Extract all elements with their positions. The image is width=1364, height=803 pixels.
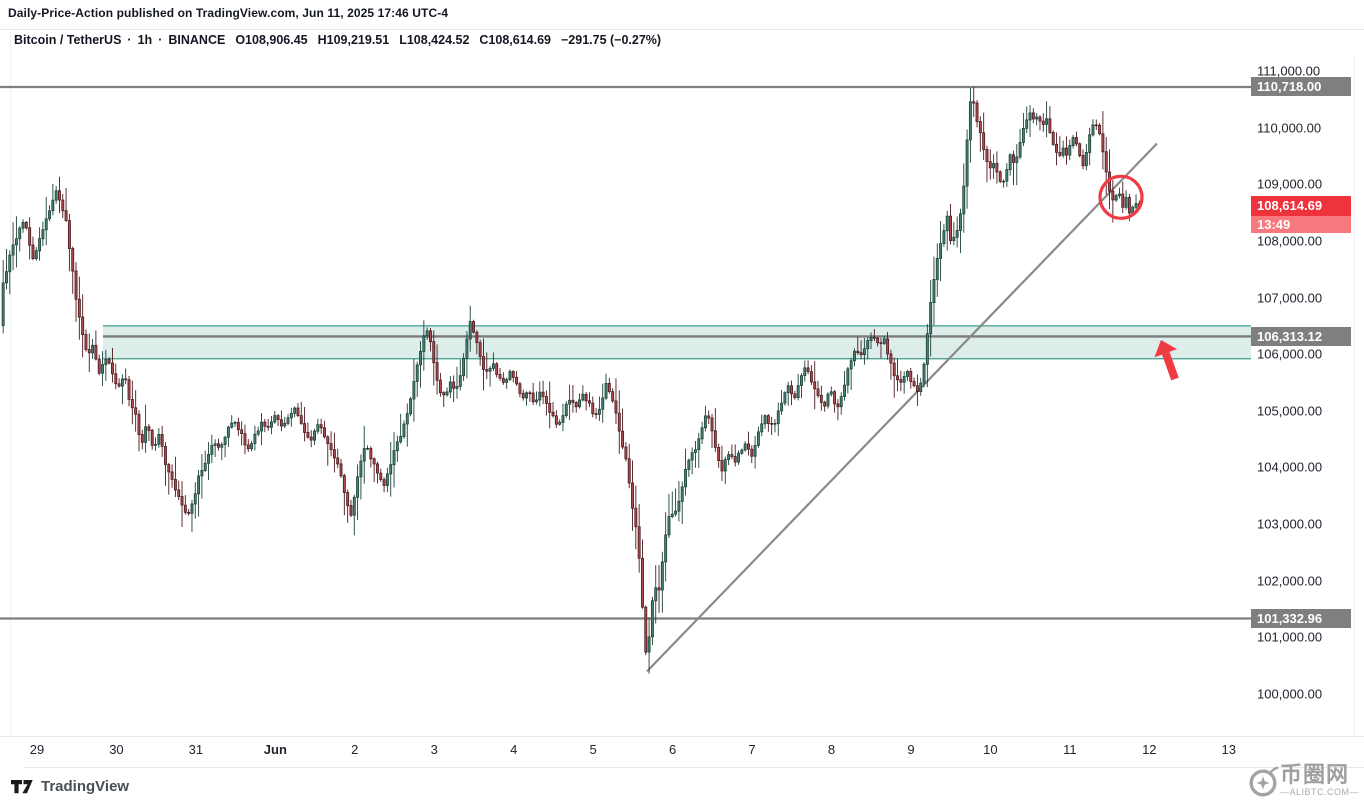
interval-value[interactable]: 1h [137, 33, 153, 47]
time-tick-label: 13 [1221, 742, 1236, 757]
time-tick-label: 6 [668, 742, 677, 757]
price-tick-label: 105,000.00 [1257, 403, 1323, 419]
watermark-brand-text: 币圈网 [1280, 763, 1350, 788]
tradingview-logo-icon[interactable] [10, 779, 34, 794]
price-level-badge: 110,718.00 [1251, 77, 1351, 97]
high-value: H109,219.51 [317, 33, 390, 47]
last-price-badge: 108,614.69 [1251, 196, 1351, 217]
price-tick-label: 104,000.00 [1257, 459, 1323, 475]
price-tick-label: 108,000.00 [1257, 233, 1323, 249]
open-value: O108,906.45 [235, 33, 308, 47]
price-tick-label: 102,000.00 [1257, 573, 1323, 589]
time-tick-label: 29 [29, 742, 45, 757]
watermark-site-text: —ALIBTC.COM— [1280, 787, 1360, 797]
price-tick-label: 109,000.00 [1257, 176, 1323, 192]
header-divider [0, 29, 1364, 30]
highlight-circle-annotation [1098, 174, 1144, 220]
time-tick-label: 7 [748, 742, 756, 757]
price-tick-label: 103,000.00 [1257, 516, 1323, 532]
bar-countdown-badge: 13:49 [1251, 216, 1351, 234]
time-tick-label: 2 [351, 742, 359, 757]
price-tick-label: 107,000.00 [1257, 290, 1323, 306]
separator-dot: · [127, 33, 132, 47]
time-tick-label: 30 [109, 742, 124, 757]
time-tick-label: 12 [1142, 742, 1157, 757]
separator-dot: · [158, 33, 163, 47]
symbol-name[interactable]: Bitcoin / TetherUS [14, 33, 122, 47]
site-watermark: 币圈网 —ALIBTC.COM— [1246, 764, 1362, 801]
footer-divider [23, 767, 1364, 768]
symbol-info-row: Bitcoin / TetherUS · 1h · BINANCE O108,9… [14, 33, 661, 47]
up-arrow-annotation [1154, 340, 1179, 381]
price-level-badge: 101,332.96 [1251, 609, 1351, 628]
time-tick-label: 31 [188, 742, 204, 757]
price-tick-label: 111,000.00 [1257, 63, 1321, 79]
price-tick-label: 110,000.00 [1257, 120, 1322, 136]
time-axis-divider [0, 736, 1364, 737]
price-tick-label: 106,000.00 [1257, 346, 1323, 362]
price-level-badge: 106,313.12 [1251, 326, 1351, 346]
close-value: C108,614.69 [479, 33, 551, 47]
time-tick-label: 10 [983, 742, 998, 757]
tradingview-brand-text[interactable]: TradingView [41, 777, 130, 795]
time-tick-label: Jun [263, 742, 287, 757]
price-axis[interactable]: 111,000.00 110,000.00 109,000.00 108,000.00… [1247, 30, 1364, 736]
time-tick-label: 9 [907, 742, 915, 757]
time-tick-label: 4 [510, 742, 518, 757]
time-tick-label: 11 [1063, 742, 1077, 757]
price-tick-label: 101,000.00 [1257, 629, 1323, 645]
attribution-text: Daily-Price-Action published on TradingV… [8, 6, 449, 20]
time-tick-label: 3 [430, 742, 438, 757]
footer: TradingView [10, 773, 129, 799]
time-tick-label: 5 [589, 742, 597, 757]
price-tick-label: 100,000.00 [1257, 686, 1323, 702]
low-value: L108,424.52 [399, 33, 470, 47]
exchange-name: BINANCE [168, 33, 226, 47]
time-axis[interactable]: 29 30 31 Jun 2 3 4 5 6 7 8 9 10 11 12 13 [0, 736, 1364, 767]
change-value: −291.75 (−0.27%) [561, 33, 662, 47]
watermark-logo-icon [1249, 766, 1279, 797]
time-tick-label: 8 [827, 742, 836, 757]
